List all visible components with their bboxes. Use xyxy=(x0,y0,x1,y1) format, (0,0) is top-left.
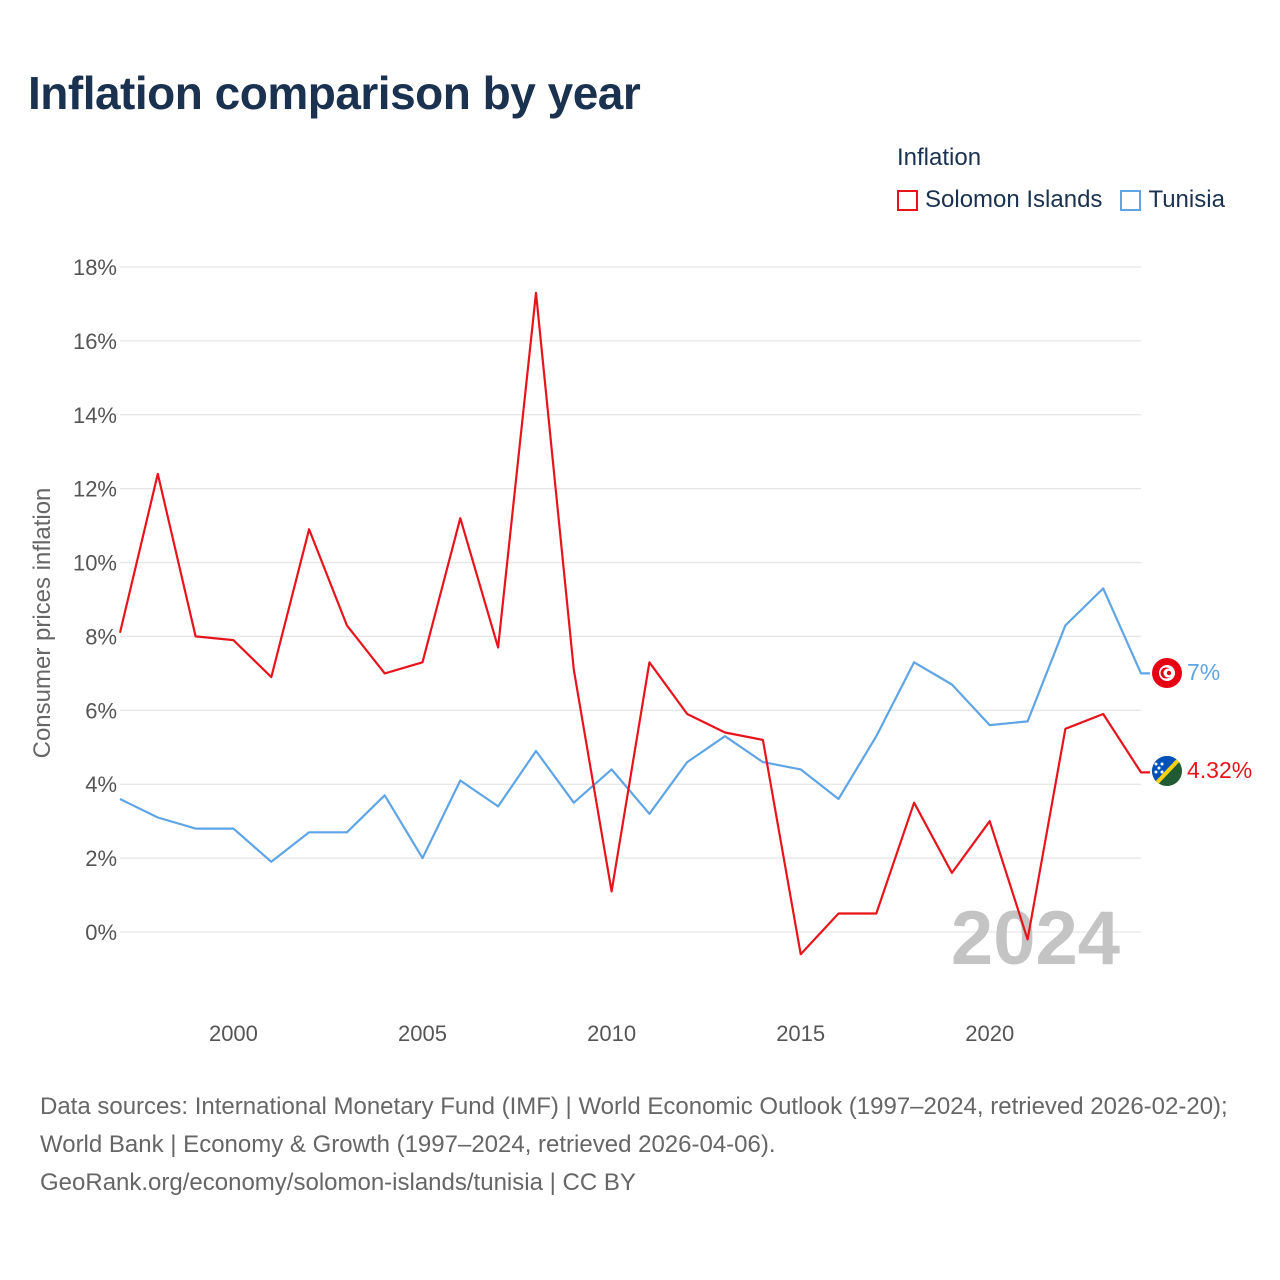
y-tick-label: 4% xyxy=(85,772,117,797)
source-line-1: Data sources: International Monetary Fun… xyxy=(40,1093,1228,1158)
data-source-note: Data sources: International Monetary Fun… xyxy=(40,1088,1250,1202)
tunisia-end-label: 7% xyxy=(1187,659,1220,685)
x-tick-label: 2005 xyxy=(398,1021,447,1046)
tunisia-flag-icon xyxy=(1152,658,1182,688)
series-line-tunisia[interactable] xyxy=(119,587,1150,863)
line-chart: 0%2%4%6%8%10%12%14%16%18% 2000 2005 2010 20… xyxy=(29,255,1252,1046)
x-tick-label: 2015 xyxy=(776,1021,825,1046)
solomon-islands-flag-icon xyxy=(1152,756,1182,786)
legend-swatch-solomon-islands xyxy=(897,189,918,211)
x-tick-label: 2000 xyxy=(209,1021,258,1046)
y-axis-ticks: 0% 2% 4% 6% 8% 10% 12% 14% 16% 18% xyxy=(73,255,117,945)
x-tick-label: 2010 xyxy=(587,1021,636,1046)
y-axis-label: Consumer prices inflation xyxy=(29,488,56,759)
y-tick-label: 12% xyxy=(73,477,117,502)
legend-item-tunisia[interactable]: Tunisia xyxy=(1120,186,1225,214)
source-line-2: GeoRank.org/economy/solomon-islands/tuni… xyxy=(40,1169,636,1196)
y-tick-label: 18% xyxy=(73,255,117,280)
y-tick-label: 2% xyxy=(85,846,117,871)
y-tick-label: 14% xyxy=(73,403,117,428)
legend: Solomon Islands Tunisia xyxy=(897,186,1225,214)
y-tick-label: 16% xyxy=(73,329,117,354)
legend-swatch-tunisia xyxy=(1120,189,1142,211)
series-lines xyxy=(118,291,1150,956)
legend-title: Inflation xyxy=(897,144,982,171)
year-watermark: 2024 xyxy=(951,896,1120,981)
legend-label-tunisia: Tunisia xyxy=(1148,186,1225,213)
legend-label-solomon-islands: Solomon Islands xyxy=(925,186,1103,213)
y-tick-label: 0% xyxy=(85,920,117,945)
y-tick-label: 10% xyxy=(73,551,117,576)
y-tick-label: 6% xyxy=(85,698,117,723)
legend-item-solomon-islands[interactable]: Solomon Islands xyxy=(897,186,1102,214)
x-axis-ticks: 2000 2005 2010 2015 2020 xyxy=(209,1021,1014,1046)
chart-title: Inflation comparison by year xyxy=(28,67,641,119)
x-tick-label: 2020 xyxy=(965,1021,1014,1046)
y-tick-label: 8% xyxy=(85,624,117,649)
grid-lines xyxy=(120,266,1141,933)
solomon-islands-end-label: 4.32% xyxy=(1187,757,1252,783)
series-line-solomon-islands[interactable] xyxy=(118,291,1150,956)
